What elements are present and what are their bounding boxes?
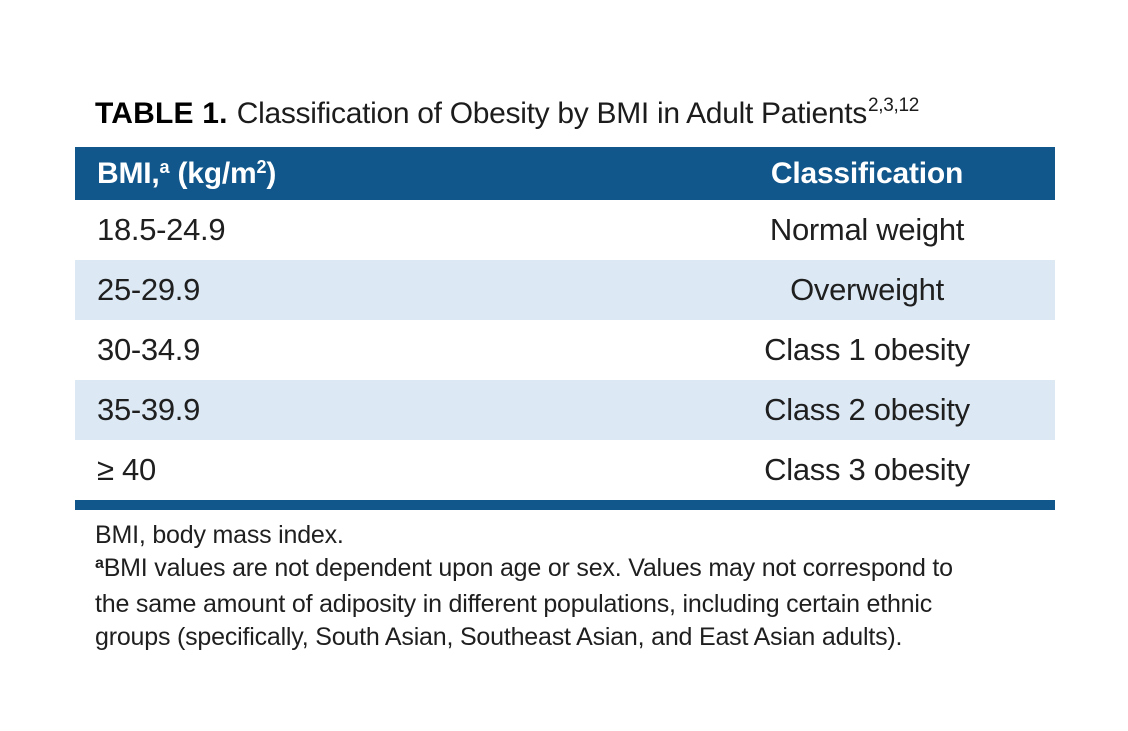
classification-cell: Class 1 obesity bbox=[764, 332, 970, 367]
table-title-text: Classification of Obesity by BMI in Adul… bbox=[236, 97, 868, 130]
footnote-a-marker: a bbox=[95, 555, 104, 572]
column-header-bmi: BMI,a (kg/m2) bbox=[75, 157, 679, 191]
table-header-row: BMI,a (kg/m2) Classification bbox=[75, 147, 1055, 200]
table-number-label: TABLE 1. bbox=[95, 97, 228, 130]
table-footnotes: BMI, body mass index. aBMI values are no… bbox=[95, 519, 1055, 654]
table-row: 30-34.9 Class 1 obesity bbox=[75, 320, 1055, 380]
classification-cell: Normal weight bbox=[769, 212, 965, 247]
bmi-header-units-pre: (kg/m bbox=[169, 156, 257, 190]
bmi-classification-table: BMI,a (kg/m2) Classification 18.5-24.9 N… bbox=[75, 147, 1055, 510]
table-body: 18.5-24.9 Normal weight 25-29.9 Overweig… bbox=[75, 200, 1055, 500]
classification-cell: Overweight bbox=[790, 272, 944, 307]
classification-cell: Class 2 obesity bbox=[764, 392, 970, 427]
bmi-header-footnote-marker: a bbox=[159, 156, 170, 177]
classification-cell: Class 3 obesity bbox=[764, 452, 970, 487]
bmi-range-cell: 18.5-24.9 bbox=[97, 212, 226, 247]
footnote-a-line-2: the same amount of adiposity in differen… bbox=[95, 590, 933, 618]
table-row: 35-39.9 Class 2 obesity bbox=[75, 380, 1055, 440]
table-row: 18.5-24.9 Normal weight bbox=[75, 200, 1055, 260]
table-bottom-rule bbox=[75, 500, 1055, 510]
bmi-header-units-post: ) bbox=[266, 156, 277, 190]
table-title: TABLE 1. Classification of Obesity by BMI… bbox=[95, 95, 1055, 135]
bmi-header-text: BMI, bbox=[97, 156, 160, 190]
footnote-a-line-3: groups (specifically, South Asian, South… bbox=[95, 623, 903, 651]
bmi-range-cell: 35-39.9 bbox=[97, 392, 201, 427]
footnote-a-line-1: aBMI values are not dependent upon age o… bbox=[95, 552, 1055, 588]
bmi-header-units-exponent: 2 bbox=[256, 156, 267, 177]
bmi-range-cell: 25-29.9 bbox=[97, 272, 201, 307]
bmi-range-cell: 30-34.9 bbox=[97, 332, 201, 367]
column-header-classification: Classification bbox=[770, 156, 964, 190]
table-title-citations: 2,3,12 bbox=[868, 95, 920, 116]
abbreviation-note: BMI, body mass index. bbox=[95, 521, 344, 549]
table-figure: TABLE 1. Classification of Obesity by BMI… bbox=[75, 95, 1055, 654]
table-row: 25-29.9 Overweight bbox=[75, 260, 1055, 320]
footnote-a-text-1: BMI values are not dependent upon age or… bbox=[103, 554, 953, 582]
table-row: ≥ 40 Class 3 obesity bbox=[75, 440, 1055, 500]
bmi-range-cell: ≥ 40 bbox=[97, 452, 156, 487]
